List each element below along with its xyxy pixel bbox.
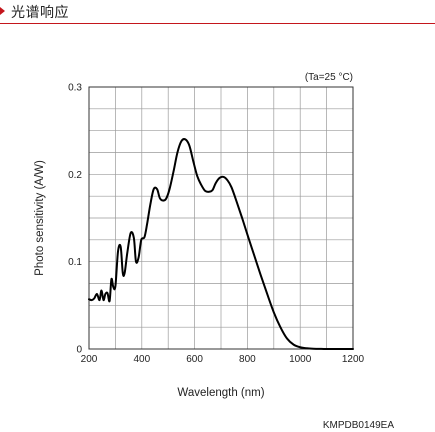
y-tick-label: 0.3 [68, 83, 82, 94]
sensitivity-curve [88, 138, 354, 351]
temperature-note: (Ta=25 °C) [305, 72, 353, 83]
x-tick-label: 600 [186, 354, 203, 365]
y-axis-label: Photo sensitivity (A/W) [34, 160, 46, 276]
x-tick-label: 800 [239, 354, 256, 365]
x-tick-label: 1000 [289, 354, 312, 365]
y-tick-label: 0 [76, 345, 82, 356]
header-divider [0, 23, 435, 24]
y-tick-label: 0.2 [68, 170, 82, 181]
figure-code: KMPDB0149EA [323, 420, 394, 431]
header-title: 光谱响应 [11, 5, 69, 21]
x-axis-label: Wavelength (nm) [177, 387, 264, 399]
chart-grid [89, 87, 353, 349]
header-arrow-icon [0, 7, 5, 15]
y-tick-label: 0.1 [68, 257, 82, 268]
x-tick-label: 1200 [342, 354, 365, 365]
x-tick-label: 200 [81, 354, 98, 365]
page-header: 光谱响应 [0, 0, 435, 24]
plot-frame [88, 86, 354, 350]
x-tick-label: 400 [133, 354, 150, 365]
axis-ticks: 200 400 600 800 1000 1200 0 0.1 0.2 0.3 [68, 83, 364, 366]
